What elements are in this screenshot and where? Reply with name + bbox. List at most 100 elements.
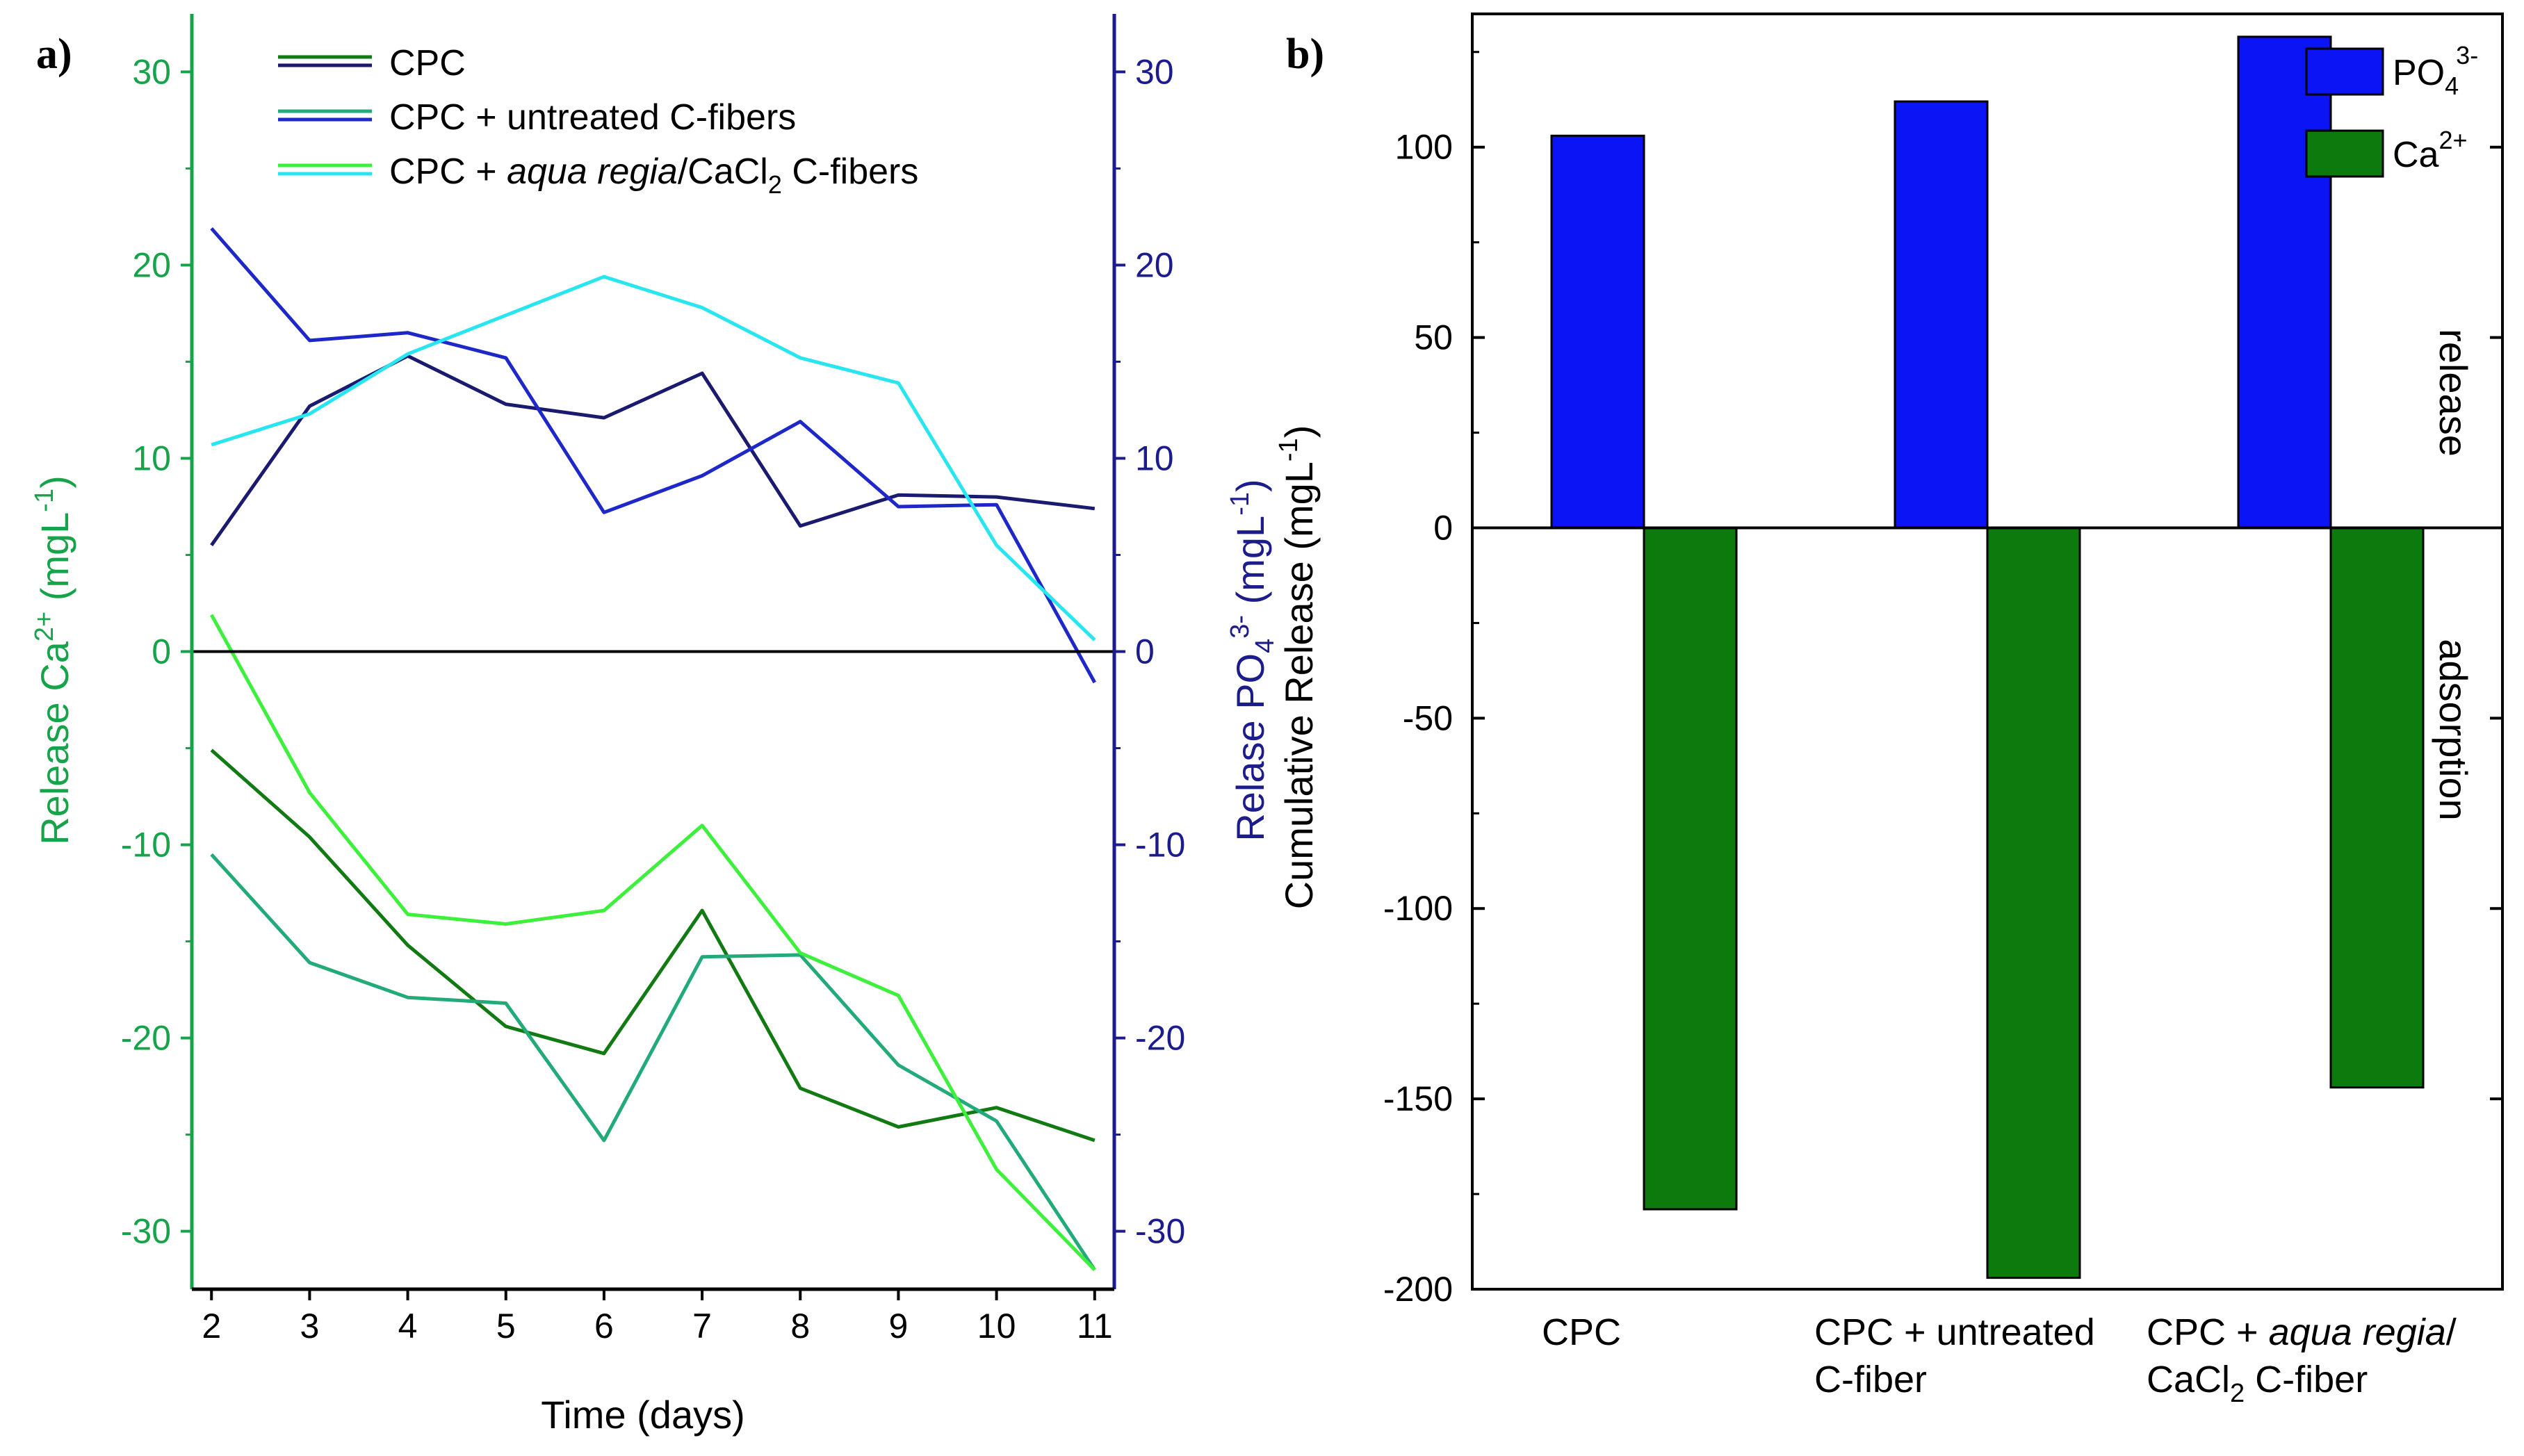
category-labels: CPC CPC + untreated C-fiber CPC + aqua regi… bbox=[1542, 1311, 2457, 1408]
title-part: ) bbox=[1228, 479, 1272, 492]
left-tick-label: 20 bbox=[132, 245, 171, 284]
legend-swatch bbox=[2305, 129, 2384, 178]
left-tick-label: 0 bbox=[152, 632, 171, 671]
legend-label: CPC + aqua regia/CaCl2 C-fibers bbox=[389, 152, 918, 199]
panel-a-series bbox=[210, 227, 1096, 1271]
legend-sup: 3- bbox=[2456, 41, 2478, 69]
legend-italic: aqua regia bbox=[507, 152, 678, 192]
legend-part: PO bbox=[2393, 53, 2445, 93]
right-tick-label: -20 bbox=[1135, 1019, 1185, 1058]
title-sub: 4 bbox=[1251, 639, 1280, 653]
panel-b: b) -200 -150 -100 -50 0 50 100 CPC CPC + untrea… bbox=[1274, 13, 2504, 1408]
x-tick-label: 8 bbox=[790, 1307, 810, 1345]
series-line-6 bbox=[211, 275, 1096, 641]
right-tick-label: 20 bbox=[1135, 245, 1174, 284]
y-tick-label: -200 bbox=[1383, 1270, 1453, 1309]
category-sub: 2 bbox=[2230, 1379, 2245, 1408]
left-tick-label: -20 bbox=[121, 1019, 171, 1058]
x-tick-label: 10 bbox=[977, 1307, 1016, 1345]
y-tick-label: -100 bbox=[1383, 889, 1453, 928]
y-tick-label: -50 bbox=[1403, 698, 1453, 737]
title-part: (mgL bbox=[33, 512, 76, 612]
y-tick-label: -150 bbox=[1383, 1079, 1453, 1118]
title-part: Relase PO bbox=[1228, 653, 1272, 842]
series-line-4 bbox=[210, 354, 1096, 547]
bottom-axis: 2 3 4 5 6 7 8 9 10 11 bbox=[192, 1287, 1114, 1345]
bar-po4-2 bbox=[1894, 100, 1989, 529]
category-part: / bbox=[2446, 1311, 2457, 1353]
legend-part: CPC + bbox=[389, 152, 507, 192]
title-part: Release Ca bbox=[33, 641, 76, 844]
category-label: CPC + untreated bbox=[1814, 1311, 2095, 1353]
bar-ca-1 bbox=[1643, 527, 1738, 1211]
title-sup: -1 bbox=[1226, 492, 1255, 516]
panel-b-label: b) bbox=[1286, 31, 1324, 78]
legend-label: CPC + untreated C-fibers bbox=[389, 97, 796, 138]
x-tick-label: 5 bbox=[496, 1307, 516, 1345]
legend-label: PO4 3- bbox=[2393, 41, 2478, 100]
category-italic: aqua regia bbox=[2269, 1311, 2446, 1353]
x-tick-label: 7 bbox=[692, 1307, 712, 1345]
category-part: C-fiber bbox=[1814, 1359, 1927, 1400]
release-annotation: release bbox=[2432, 329, 2475, 457]
right-tick-label: 0 bbox=[1135, 632, 1155, 671]
panel-a: a) -30 -20 -10 0 10 20 30 -30 -20 -10 0 10 20 30 2 3 4… bbox=[30, 14, 1280, 1437]
legend: CPC CPC + untreated C-fibers CPC + aqua re… bbox=[278, 43, 918, 199]
left-axis-title: Release Ca2+ (mgL-1) bbox=[30, 475, 76, 845]
category-part: CaCl bbox=[2147, 1359, 2230, 1400]
category-label: CaCl2 C-fiber bbox=[2147, 1359, 2368, 1408]
title-part: (mgL bbox=[1228, 516, 1272, 615]
title-sup: -1 bbox=[30, 489, 59, 512]
bar-po4-1 bbox=[1550, 134, 1645, 530]
category-label: CPC + aqua regia/ bbox=[2147, 1311, 2457, 1353]
title-part: ) bbox=[1277, 425, 1321, 439]
bar-ca-2 bbox=[1986, 527, 2081, 1279]
x-tick-label: 11 bbox=[1077, 1307, 1113, 1345]
right-axis: -30 -20 -10 0 10 20 30 bbox=[1112, 14, 1185, 1289]
right-tick-label: -30 bbox=[1135, 1212, 1185, 1251]
left-tick-label: 10 bbox=[132, 439, 171, 477]
plot-frame bbox=[1471, 13, 2504, 1291]
y-tick-label: 0 bbox=[1433, 508, 1453, 547]
legend-sup: 2+ bbox=[2438, 126, 2467, 154]
legend-swatch bbox=[2305, 47, 2384, 96]
adsorption-annotation: adsorption bbox=[2432, 639, 2475, 821]
y-axis-title: Cumulative Release (mgL-1) bbox=[1274, 425, 1321, 910]
category-part: CPC + untreated bbox=[1814, 1311, 2095, 1353]
bar-ca-3 bbox=[2329, 527, 2425, 1089]
left-tick-label: 30 bbox=[132, 52, 171, 91]
x-tick-label: 4 bbox=[398, 1307, 418, 1345]
legend-label: Ca2+ bbox=[2393, 126, 2468, 175]
right-axis-title: Relase PO43- (mgL-1) bbox=[1226, 479, 1280, 841]
y-axis: -200 -150 -100 -50 0 50 100 bbox=[1383, 51, 2502, 1309]
legend-sub: 4 bbox=[2445, 72, 2459, 100]
title-sup: -1 bbox=[1274, 438, 1303, 461]
category-label: CPC bbox=[1542, 1311, 1621, 1353]
right-tick-label: -10 bbox=[1135, 826, 1185, 865]
category-label: C-fiber bbox=[1814, 1359, 1927, 1400]
title-part: Cumulative Release (mgL bbox=[1277, 461, 1321, 909]
legend-part: Ca bbox=[2393, 135, 2439, 175]
right-tick-label: 30 bbox=[1135, 52, 1174, 91]
bars bbox=[1550, 35, 2425, 1279]
legend-part: C-fibers bbox=[782, 152, 918, 192]
series-line-2 bbox=[210, 853, 1096, 1271]
bar-po4-3 bbox=[2237, 35, 2332, 529]
x-tick-label: 3 bbox=[300, 1307, 319, 1345]
x-tick-label: 2 bbox=[202, 1307, 221, 1345]
y-tick-label: 50 bbox=[1414, 318, 1453, 357]
right-tick-label: 10 bbox=[1135, 439, 1174, 477]
legend-sub: 2 bbox=[768, 170, 782, 199]
series-line-3 bbox=[210, 614, 1096, 1271]
y-tick-label: 100 bbox=[1395, 128, 1453, 167]
left-axis: -30 -20 -10 0 10 20 30 bbox=[121, 14, 194, 1289]
category-part: C-fiber bbox=[2245, 1359, 2368, 1400]
x-axis-title: Time (days) bbox=[541, 1393, 745, 1437]
title-sup: 3- bbox=[1226, 615, 1255, 639]
left-tick-label: -30 bbox=[121, 1212, 171, 1251]
x-tick-label: 9 bbox=[889, 1307, 909, 1345]
title-sup: 2+ bbox=[30, 612, 59, 641]
x-tick-label: 6 bbox=[594, 1307, 614, 1345]
left-tick-label: -10 bbox=[121, 826, 171, 865]
